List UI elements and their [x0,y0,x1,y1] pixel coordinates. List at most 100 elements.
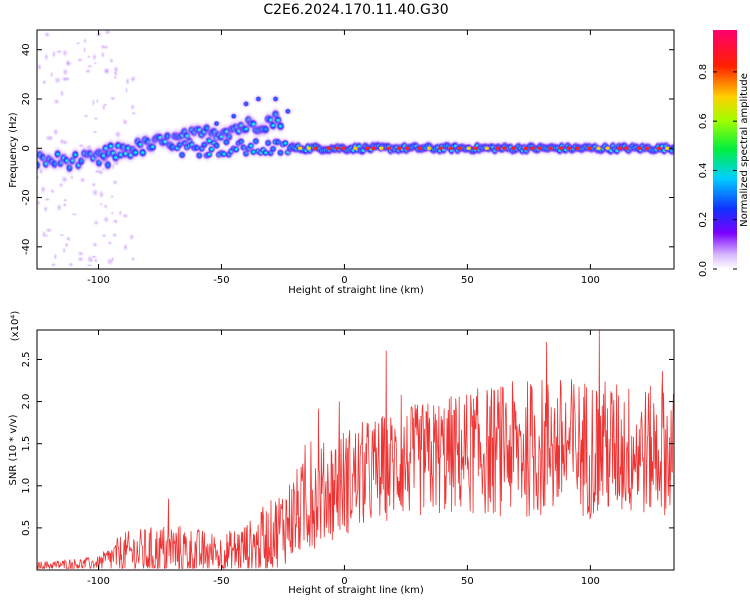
heatmap-cell [53,252,58,261]
colorbar-label: Normalized spectral amplitude [739,73,750,227]
heatmap-cell [103,102,108,107]
heatmap-peak [379,146,384,151]
heatmap-cell [83,114,89,118]
heatmap-cell [222,138,231,147]
heatmap-cell [86,64,93,69]
heatmap-cell [110,194,115,199]
snr-x-ticks: -100 -50 0 50 100 [87,330,600,587]
heatmap-cell [125,76,131,86]
heatmap-peak [313,146,318,151]
heatmap-peak [386,146,391,151]
heatmap-cell [83,37,88,44]
heatmap-peak [495,146,501,151]
colorbar: 0.0 0.2 0.4 0.6 0.8 Normalized spectral ampl… [698,30,750,277]
heatmap-cell [251,137,260,146]
heatmap-peak [417,146,423,151]
heatmap-cell [90,254,98,259]
heatmap-cell [277,123,284,129]
y-tick-label: 2.0 [21,394,32,410]
y-tick-label: -20 [21,189,32,205]
heatmap-cell [118,209,123,217]
heatmap-cell [79,176,86,184]
x-tick-label: 0 [341,275,347,286]
heatmap-cell [129,75,137,84]
x-tick-label: -100 [87,576,110,587]
heatmap-cell [98,189,105,199]
heatmap-cell [60,175,69,184]
heatmap-cell [50,262,57,268]
heatmap-peak [548,146,553,151]
heatmap-cell [91,98,96,107]
heatmap-cell [91,181,97,188]
heatmap-cell [51,49,57,59]
heatmap-xlabel: Height of straight line (km) [288,285,424,296]
heatmap-peak [605,146,610,151]
heatmap-peak [326,146,331,151]
colorbar-tick-label: 0.8 [698,64,709,80]
heatmap-peak [558,146,563,151]
heatmap-cell [44,227,53,233]
heatmap-x-ticks: -100 -50 0 50 100 [87,30,600,286]
heatmap-cell [104,30,112,36]
x-tick-label: 50 [461,275,474,286]
heatmap-cell [85,263,94,267]
heatmap-peak [457,146,463,151]
heatmap-cell [114,130,122,139]
heatmap-cell [52,127,59,137]
heatmap-cell [56,203,63,212]
heatmap-cell [59,89,65,98]
heatmap-cell [255,95,262,102]
figure-title: C2E6.2024.170.11.40.G30 [263,2,448,18]
heatmap-peak [466,146,471,151]
heatmap-peak [537,146,543,151]
heatmap-peak [665,146,670,151]
heatmap-cell [272,95,279,102]
heatmap-cell [122,242,129,252]
heatmap-cell [284,108,291,115]
heatmap-cell [95,97,99,105]
heatmap-peak [397,146,402,151]
heatmap-cell [93,219,100,226]
heatmap-cell [48,135,54,141]
heatmap-cell [43,197,51,202]
heatmap-cell [43,52,49,62]
heatmap-peak [405,146,410,151]
heatmap-cell [84,68,92,74]
x-tick-label: 100 [581,576,600,587]
heatmap-peak [624,146,629,151]
snr-ylabel: SNR (10 * v/v) [8,414,19,485]
snr-y-ticks: 0.5 1.0 1.5 2.0 2.5 [21,352,674,536]
y-tick-label: 1.5 [21,436,32,452]
heatmap-cell [58,233,65,237]
heatmap-cell [43,31,51,38]
heatmap-cell [61,48,69,58]
heatmap-cell [109,57,114,64]
heatmap-cell [42,205,49,213]
heatmap-cell [102,44,110,50]
snr-xlabel: Height of straight line (km) [288,585,424,596]
heatmap-cell [92,61,98,65]
heatmap-cell [128,233,135,241]
heatmap-cell [130,111,137,116]
heatmap-peak [511,146,516,151]
heatmap-cell [129,103,136,111]
heatmap-cell [76,250,85,257]
heatmap-cell [41,229,47,239]
heatmap-peak [644,146,650,151]
colorbar-tick-label: 0.4 [698,162,709,178]
heatmap-peak [371,146,376,151]
heatmap-peak [530,146,535,151]
colorbar-tick-label: 0.2 [698,212,709,228]
y-tick-label: -40 [21,239,32,255]
heatmap-cell [102,215,110,224]
heatmap-ylabel: Frequency (Hz) [8,112,19,188]
heatmap-cell [62,198,68,203]
heatmap-cell [100,50,106,59]
heatmap-cell [139,150,146,156]
snr-panel: -100 -50 0 50 100 0.5 1.0 1.5 2.0 2.5 Height of … [8,311,675,596]
heatmap-cell [89,257,94,263]
x-tick-label: -100 [87,275,110,286]
heatmap-cell [63,76,71,82]
heatmap-cell [58,181,64,188]
